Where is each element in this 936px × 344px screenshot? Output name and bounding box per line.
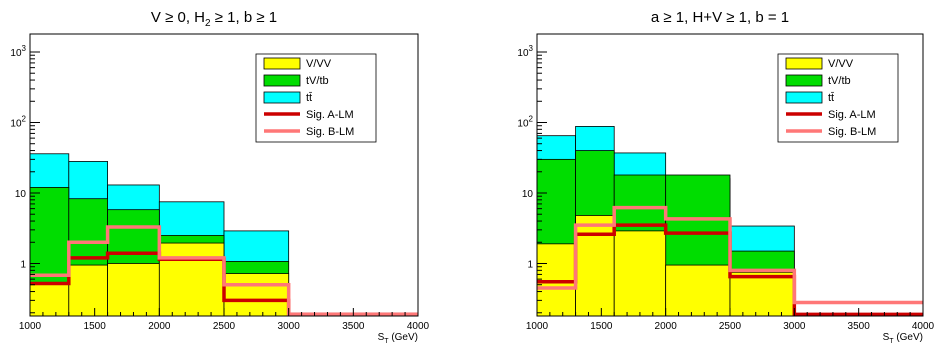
bar-v-vv-bin-5 <box>729 271 795 316</box>
plot-area <box>30 153 418 316</box>
x-axis-label-main: S <box>378 332 385 343</box>
x-tick-label: 2000 <box>148 321 171 332</box>
legend-entry-label: V/VV <box>306 58 332 70</box>
chart-title-sub: 2 <box>205 18 211 29</box>
bar-v-vv-bin-5 <box>223 273 290 316</box>
chart-panel-1: 1000 1500 2000 2500 3000 3500 4000110102103ST … <box>10 9 429 344</box>
series-line-sig-b-lm <box>537 205 923 305</box>
y-tick-label: 10 <box>522 189 534 200</box>
chart-title-main: a ≥ 1, H+V ≥ 1, b = 1 <box>651 9 789 26</box>
legend-entry-label: tV/tb <box>828 75 851 87</box>
legend-entry-label: tV/tb <box>306 75 329 87</box>
y-tick-base: 10 <box>517 48 529 59</box>
legend-entry-label: tt̄ <box>306 92 312 104</box>
chart-title-main: V ≥ 0, H <box>151 9 205 26</box>
bar-v-vv-bin-2 <box>575 215 615 316</box>
bar-v-vv-bin-3 <box>107 263 160 316</box>
x-tick-label: 3500 <box>342 321 365 332</box>
plot-area <box>537 126 923 316</box>
y-tick-label: 10 <box>15 189 27 200</box>
legend: V/VV tV/tb tt̄ Sig. A-LM Sig. B-LM <box>255 53 377 143</box>
legend: V/VV tV/tb tt̄ Sig. A-LM Sig. B-LM <box>777 53 899 143</box>
y-tick-label: 103 <box>517 44 533 59</box>
chart-panel-2: 1000 1500 2000 2500 3000 3500 4000110102103ST … <box>517 9 934 344</box>
x-tick-label: 3000 <box>783 321 806 332</box>
legend-entry-label: Sig. B-LM <box>828 126 876 138</box>
x-axis-label: ST (GeV) <box>883 332 923 344</box>
legend-entry-label: Sig. A-LM <box>306 109 354 121</box>
x-tick-label: 2000 <box>655 321 678 332</box>
y-tick-exponent: 3 <box>529 44 534 53</box>
bar-v-vv-bin-4 <box>158 242 225 316</box>
x-tick-label: 4000 <box>407 321 430 332</box>
x-axis-label-unit: (GeV) <box>389 332 418 343</box>
legend-swatch <box>263 74 301 87</box>
legend-swatch <box>785 91 823 104</box>
bar-v-vv-bin-1 <box>30 283 70 316</box>
legend-entry-label: Sig. B-LM <box>306 126 354 138</box>
y-tick-exponent: 3 <box>22 44 27 53</box>
chart-title: V ≥ 0, H2 ≥ 1, b ≥ 1 <box>151 9 277 29</box>
x-tick-label: 3500 <box>848 321 871 332</box>
y-tick-exponent: 2 <box>22 114 27 123</box>
bar-v-vv-bin-4 <box>665 264 731 316</box>
legend-entry-label: Sig. A-LM <box>828 109 876 121</box>
legend-swatch <box>263 91 301 104</box>
x-tick-label: 1000 <box>526 321 549 332</box>
legend-swatch <box>785 57 823 70</box>
y-tick-base: 10 <box>10 118 22 129</box>
y-tick-label: 102 <box>517 114 533 129</box>
y-tick-label: 102 <box>10 114 26 129</box>
y-tick-label: 103 <box>10 44 26 59</box>
legend-entry-label: V/VV <box>828 58 854 70</box>
x-axis-label-main: S <box>883 332 890 343</box>
x-axis-label-unit: (GeV) <box>894 332 923 343</box>
y-tick-label: 1 <box>527 259 533 270</box>
legend-entry-label: tt̄ <box>828 92 834 104</box>
y-tick-label: 1 <box>20 259 26 270</box>
chart-title: a ≥ 1, H+V ≥ 1, b = 1 <box>651 9 789 26</box>
y-tick-exponent: 2 <box>529 114 534 123</box>
chart-title-rest: ≥ 1, b ≥ 1 <box>211 9 278 26</box>
legend-swatch <box>263 57 301 70</box>
x-tick-label: 4000 <box>912 321 935 332</box>
bar-v-vv-bin-2 <box>68 264 109 316</box>
x-tick-label: 2500 <box>213 321 236 332</box>
y-tick-base: 10 <box>517 118 529 129</box>
bar-v-vv-bin-1 <box>537 243 576 316</box>
x-axis-label: ST (GeV) <box>378 332 418 344</box>
x-axis-label-sub: T <box>384 338 389 344</box>
bar-v-vv-bin-3 <box>613 230 667 316</box>
x-tick-label: 1000 <box>19 321 42 332</box>
legend-swatch <box>785 74 823 87</box>
y-tick-base: 10 <box>10 48 22 59</box>
x-tick-label: 2500 <box>719 321 742 332</box>
x-tick-label: 3000 <box>278 321 301 332</box>
x-axis-label-sub: T <box>889 338 894 344</box>
x-tick-label: 1500 <box>84 321 107 332</box>
x-tick-label: 1500 <box>590 321 613 332</box>
